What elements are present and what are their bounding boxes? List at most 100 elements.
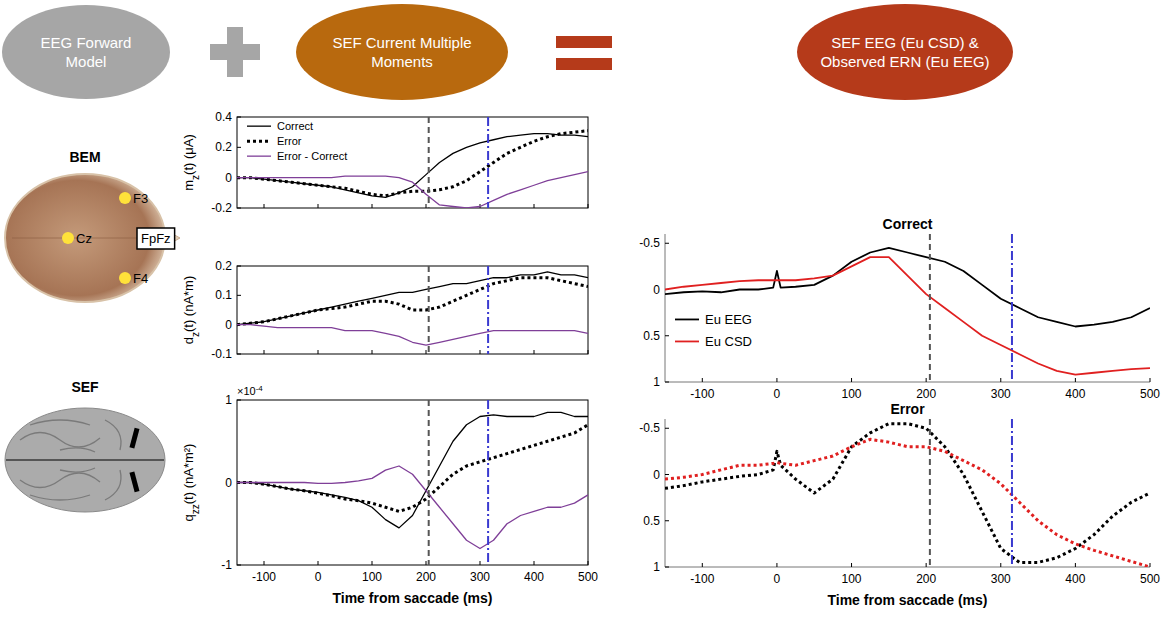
x-tick <box>372 350 373 354</box>
y-tick-label: 0.2 <box>215 140 232 154</box>
plot-frame <box>237 266 588 354</box>
y-tick-label: 1 <box>653 375 660 389</box>
x-tick-label: 0 <box>774 387 781 401</box>
brain-gyrus <box>20 433 100 448</box>
x-axis-line <box>665 382 1150 383</box>
reference-line <box>428 117 430 208</box>
x-tick-label: 100 <box>842 572 862 586</box>
header-text: Model <box>66 53 107 70</box>
reference-line <box>1011 234 1013 382</box>
plus-sign <box>227 27 243 77</box>
y-tick <box>237 400 241 401</box>
x-tick <box>534 204 535 208</box>
series-line <box>237 272 588 325</box>
y-tick-label: -1 <box>221 558 232 572</box>
y-tick-label: -0.5 <box>639 421 660 435</box>
x-tick <box>851 378 852 382</box>
x-tick <box>372 561 373 565</box>
brain-title: SEF <box>71 379 99 395</box>
x-tick-label: 300 <box>470 570 490 584</box>
y-tick <box>665 382 669 383</box>
reference-line <box>1011 419 1013 567</box>
head-title: BEM <box>69 149 100 165</box>
y-tick-label: 0.1 <box>215 288 232 302</box>
x-tick-label: 400 <box>524 570 544 584</box>
brain-gyrus <box>60 468 95 472</box>
electrode-label: Cz <box>76 231 92 246</box>
brain <box>5 408 165 512</box>
x-tick-label: 200 <box>416 570 436 584</box>
electrode <box>119 192 131 204</box>
y-axis-title: qzz(t) (nA*m²) <box>181 444 201 522</box>
y-axis-title-part: zz <box>190 504 201 514</box>
brain-gyrus <box>60 448 95 452</box>
plot-frame <box>237 117 588 208</box>
legend-label: Eu CSD <box>705 334 752 349</box>
series-line <box>237 466 588 549</box>
legend-swatch <box>247 155 271 156</box>
reference-line <box>428 400 430 565</box>
multiplier-part: -4 <box>256 384 264 393</box>
multiplier-part: ×10 <box>237 385 256 397</box>
x-tick <box>318 204 319 208</box>
series-line <box>665 257 1150 374</box>
x-tick-label: 500 <box>578 570 598 584</box>
header-text: Moments <box>371 53 433 70</box>
x-tick <box>776 563 777 567</box>
x-tick <box>1075 563 1076 567</box>
chart: -0.200.20.4mz(t) (μA)CorrectErrorError -… <box>181 110 588 215</box>
x-tick-label: 300 <box>991 572 1011 586</box>
header-text: Observed ERN (Eu EEG) <box>820 53 989 70</box>
x-tick-label: 200 <box>916 387 936 401</box>
x-axis-line <box>665 567 1150 568</box>
y-axis-title-part: q <box>181 514 196 521</box>
y-tick <box>237 147 241 148</box>
series-line <box>237 134 588 198</box>
reference-line <box>487 266 489 354</box>
chart: -101-1000100200300400500Time from saccad… <box>181 384 598 607</box>
x-tick <box>534 350 535 354</box>
chart: -0.100.10.2dz(t) (nA*m) <box>181 259 588 361</box>
y-axis-line <box>665 234 666 382</box>
y-tick <box>665 520 669 521</box>
y-tick <box>665 567 669 568</box>
series-line <box>665 439 1150 567</box>
reference-line <box>428 266 430 354</box>
x-tick-label: 400 <box>1065 572 1085 586</box>
series-line <box>665 248 1150 327</box>
plot-area <box>237 266 588 354</box>
x-tick-label: 500 <box>1140 387 1160 401</box>
x-tick <box>702 378 703 382</box>
x-tick-label: 0 <box>774 572 781 586</box>
legend: Eu EEG Eu CSD <box>675 312 752 349</box>
chart: -0.500.51-1000100200300400500CorrectEu E… <box>639 216 1160 401</box>
reference-line <box>929 234 931 382</box>
legend-label: Eu EEG <box>705 312 752 327</box>
y-tick-label: 0 <box>653 468 660 482</box>
y-axis-title-part: m <box>181 180 196 191</box>
x-tick <box>372 204 373 208</box>
brain-gyrus <box>105 470 121 500</box>
x-tick <box>776 378 777 382</box>
y-axis-title-part: (t) (μA) <box>181 134 196 175</box>
electrode-label: F3 <box>133 191 148 206</box>
x-tick <box>851 563 852 567</box>
x-tick <box>264 350 265 354</box>
x-tick-label: 500 <box>1140 572 1160 586</box>
sef-mark <box>129 428 139 449</box>
electrode-label: FpFz <box>141 231 171 246</box>
legend-swatch <box>247 140 271 143</box>
chart-title: Error <box>890 401 925 417</box>
x-tick <box>480 561 481 565</box>
legend-swatch <box>675 319 699 321</box>
series-line <box>237 425 588 512</box>
legend-label: Error <box>277 135 302 147</box>
y-axis-title-part: d <box>181 337 196 344</box>
legend-label: Error - Correct <box>277 150 347 162</box>
x-tick <box>1000 378 1001 382</box>
brain-gyrus <box>30 495 90 500</box>
header-oval <box>2 5 170 99</box>
x-tick-label: 200 <box>916 572 936 586</box>
y-tick-label: -0.5 <box>639 236 660 250</box>
x-tick-label: 0 <box>315 570 322 584</box>
